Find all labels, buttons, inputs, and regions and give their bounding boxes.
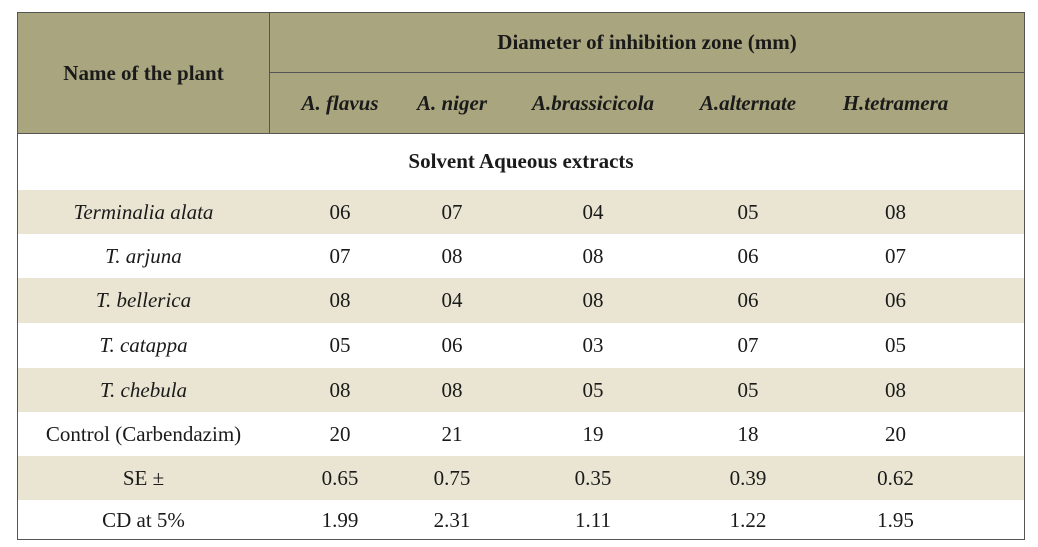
table-cell: 06 (737, 288, 759, 312)
table-cell: 07 (737, 333, 759, 357)
table-cell: 0.75 (433, 465, 471, 490)
row-label: CD at 5% (102, 507, 185, 532)
table-header: Name of the plant Diameter of inhibition… (18, 13, 1024, 134)
row-label: Control (Carbendazim) (45, 421, 242, 446)
table-cell: 0.35 (574, 465, 612, 490)
table-row: T. bellerica 08 04 08 06 06 (18, 278, 1024, 323)
row-label: T. catappa (99, 333, 188, 357)
table-cell: 08 (441, 243, 463, 268)
table-row: Control (Carbendazim) 20 21 19 18 20 (18, 412, 1024, 456)
table-cell: 20 (329, 421, 351, 446)
data-table: Name of the plant Diameter of inhibition… (17, 12, 1025, 540)
table-cell: 05 (885, 333, 906, 357)
table-cell: 08 (582, 288, 604, 312)
table-cell: 20 (885, 421, 906, 446)
table-cell: 05 (582, 377, 604, 402)
table-cell: 07 (441, 199, 463, 224)
column-header-species: A. flavus (301, 90, 379, 115)
row-label: SE ± (122, 465, 165, 490)
row-label: T. bellerica (95, 288, 192, 312)
table-cell: 08 (441, 377, 463, 402)
table-cell: 04 (582, 199, 604, 224)
table-cell: 1.22 (729, 507, 767, 532)
table-cell: 05 (737, 377, 759, 402)
table-row: T. catappa 05 06 03 07 05 (18, 323, 1024, 368)
table-cell: 0.62 (877, 465, 914, 490)
table-cell: 1.95 (877, 507, 914, 532)
column-group-header: Diameter of inhibition zone (mm) (270, 13, 1024, 73)
table-cell: 21 (441, 421, 463, 446)
table-row: SE ± 0.65 0.75 0.35 0.39 0.62 (18, 456, 1024, 500)
table-cell: 06 (441, 333, 463, 357)
column-header-species: A. niger (416, 90, 487, 115)
table-cell: 1.11 (575, 507, 611, 532)
row-label: Terminalia alata (73, 199, 214, 224)
table-cell: 2.31 (433, 507, 471, 532)
table-cell: 1.99 (321, 507, 359, 532)
column-header-species: H.tetramera (842, 90, 949, 115)
column-header-species: A.brassicicola (532, 90, 654, 115)
table-row: Terminalia alata 06 07 04 05 08 (18, 190, 1024, 234)
row-label: T. arjuna (105, 243, 182, 268)
table-cell: 19 (582, 421, 604, 446)
table-cell: 18 (737, 421, 759, 446)
column-header-plant-name: Name of the plant (18, 13, 270, 133)
table-cell: 08 (885, 199, 906, 224)
table-cell: 06 (885, 288, 906, 312)
table-cell: 03 (582, 333, 604, 357)
table-cell: 0.65 (321, 465, 359, 490)
table-cell: 08 (582, 243, 604, 268)
table-cell: 05 (737, 199, 759, 224)
table-cell: 05 (329, 333, 351, 357)
table-cell: 07 (329, 243, 351, 268)
table-cell: 08 (885, 377, 906, 402)
table-row: T. chebula 08 08 05 05 08 (18, 368, 1024, 412)
table-cell: 08 (329, 288, 351, 312)
table-cell: 0.39 (729, 465, 767, 490)
section-label: Solvent Aqueous extracts (18, 134, 1024, 188)
table-cell: 08 (329, 377, 351, 402)
table-cell: 07 (885, 243, 906, 268)
table-row: CD at 5% 1.99 2.31 1.11 1.22 1.95 (18, 500, 1024, 539)
row-label: T. chebula (99, 377, 188, 402)
column-header-species: A.alternate (699, 90, 797, 115)
table-cell: 06 (737, 243, 759, 268)
table-cell: 04 (441, 288, 463, 312)
table-cell: 06 (329, 199, 351, 224)
table-row: T. arjuna 07 08 08 06 07 (18, 234, 1024, 278)
